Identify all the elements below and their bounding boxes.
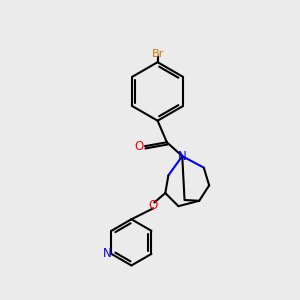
Text: O: O bbox=[148, 199, 158, 212]
Text: N: N bbox=[103, 248, 112, 260]
Text: O: O bbox=[134, 140, 144, 153]
Text: Br: Br bbox=[152, 49, 164, 59]
Text: N: N bbox=[178, 150, 187, 163]
